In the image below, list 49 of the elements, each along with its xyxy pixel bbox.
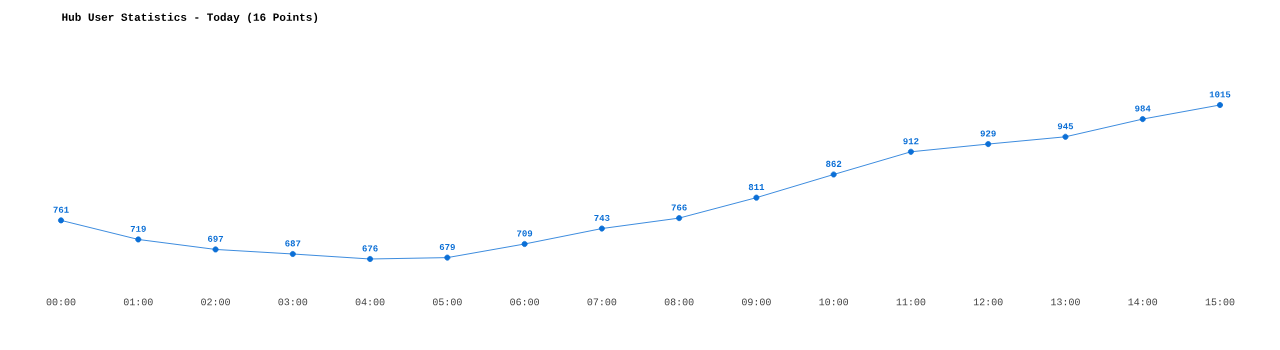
data-label: 679 (439, 243, 455, 251)
point (521, 241, 528, 247)
point (753, 194, 760, 201)
x-tick-label: 02:00 (201, 298, 230, 306)
data-label: 743 (594, 214, 610, 222)
chart-title: Hub User Statistics - Today (16 Points) (62, 12, 318, 24)
x-tick-label: 10:00 (819, 298, 849, 306)
point (444, 254, 451, 261)
point (367, 255, 374, 262)
x-tick-label: 11:00 (896, 298, 926, 306)
point (676, 215, 683, 222)
data-label: 811 (748, 184, 765, 191)
data-label: 1015 (1209, 91, 1231, 98)
x-tick-label: 04:00 (355, 298, 385, 306)
point (289, 250, 296, 257)
x-tick-label: 15:00 (1205, 298, 1235, 306)
data-label: 862 (826, 160, 842, 167)
data-label: 929 (980, 130, 996, 137)
point (907, 148, 914, 155)
point (830, 171, 837, 178)
point (1062, 133, 1069, 140)
point (985, 141, 992, 148)
point (58, 217, 65, 224)
x-tick-label: 12:00 (973, 298, 1003, 306)
x-tick-label: 05:00 (432, 298, 462, 306)
point (598, 225, 605, 232)
x-tick-label: 13:00 (1051, 298, 1080, 306)
data-label: 697 (208, 235, 224, 242)
x-tick-label: 03:00 (278, 298, 308, 306)
point (1139, 116, 1146, 123)
data-label: 687 (285, 240, 301, 247)
data-label: 984 (1135, 105, 1151, 112)
x-tick-label: 09:00 (742, 298, 771, 306)
x-tick-label: 01:00 (123, 298, 153, 306)
data-label: 676 (362, 245, 378, 252)
data-label: 709 (517, 230, 533, 237)
point (1216, 101, 1223, 108)
x-tick-label: 00:00 (46, 298, 76, 306)
data-label: 719 (130, 225, 146, 232)
data-label: 766 (671, 204, 687, 211)
x-tick-label: 06:00 (510, 298, 539, 306)
point (135, 236, 142, 243)
x-tick-label: 14:00 (1128, 298, 1158, 306)
data-label: 761 (53, 206, 69, 213)
x-tick-label: 07:00 (587, 298, 617, 306)
point (212, 246, 219, 253)
data-label: 945 (1057, 123, 1074, 130)
data-label: 912 (903, 138, 919, 145)
x-tick-label: 08:00 (664, 298, 694, 306)
